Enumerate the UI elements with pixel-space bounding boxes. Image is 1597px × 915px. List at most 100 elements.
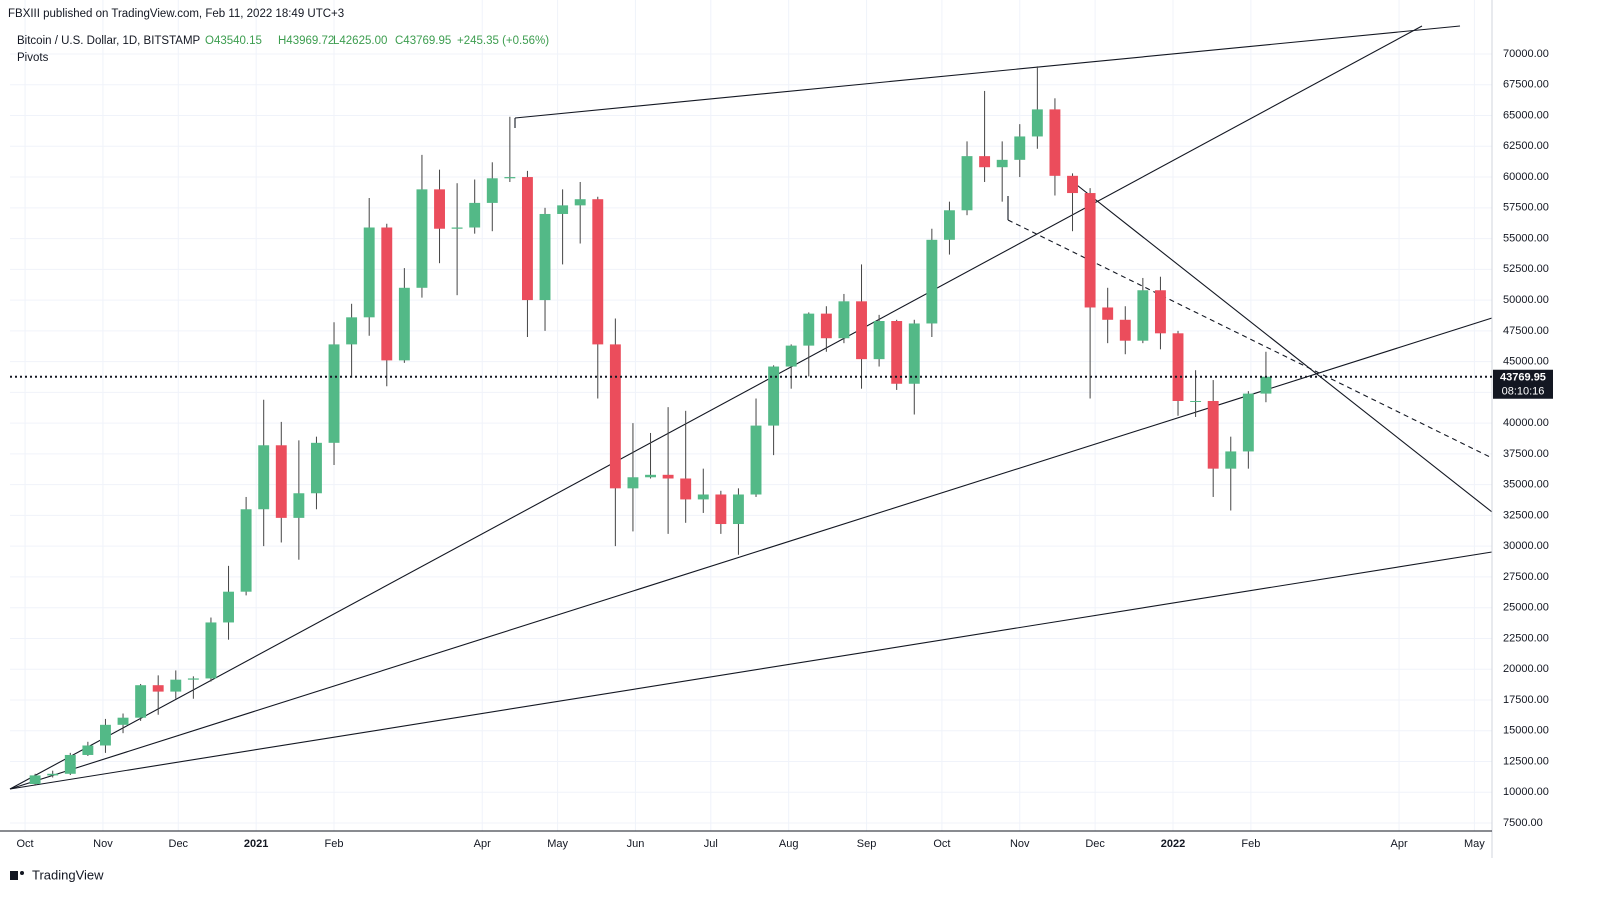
candle-body bbox=[557, 205, 569, 214]
candle-body bbox=[627, 477, 639, 489]
candle-body bbox=[293, 493, 305, 518]
candle-body bbox=[1049, 109, 1061, 176]
candle-body bbox=[609, 344, 621, 489]
candle-body bbox=[732, 494, 744, 525]
candle-body bbox=[1102, 307, 1114, 320]
candle-body bbox=[697, 494, 709, 500]
trend-line bbox=[9, 25, 1423, 790]
candle-body bbox=[504, 177, 516, 179]
candle-body bbox=[310, 442, 322, 494]
candle-body bbox=[328, 344, 340, 443]
symbol: Bitcoin / U.S. Dollar, 1D, BITSTAMP bbox=[17, 35, 201, 47]
candle-body bbox=[1119, 319, 1131, 341]
candle-body bbox=[205, 622, 217, 679]
candle-body bbox=[1190, 400, 1202, 402]
y-tick-label: 57500.00 bbox=[1503, 202, 1549, 214]
candle-body bbox=[680, 478, 692, 500]
candle-body bbox=[943, 210, 955, 240]
candle-body bbox=[521, 177, 533, 301]
candle-body bbox=[1172, 333, 1184, 401]
y-tick-label: 12500.00 bbox=[1503, 755, 1549, 767]
last-price-label: 43769.95 bbox=[1500, 372, 1546, 384]
candle-body bbox=[785, 345, 797, 367]
ohlc-high: H43969.72 bbox=[278, 35, 334, 47]
candle-body bbox=[908, 323, 920, 384]
candle-body bbox=[1207, 400, 1219, 469]
candle-body bbox=[996, 159, 1008, 168]
y-tick-label: 37500.00 bbox=[1503, 448, 1549, 460]
candle-body bbox=[873, 321, 885, 360]
candle-body bbox=[434, 189, 445, 229]
y-tick-label: 40000.00 bbox=[1503, 417, 1549, 429]
trend-line bbox=[514, 25, 1461, 119]
x-tick-label: Feb bbox=[325, 838, 344, 850]
candle-body bbox=[346, 317, 358, 345]
y-tick-label: 70000.00 bbox=[1503, 48, 1549, 60]
candle-body bbox=[645, 474, 656, 478]
indicator: Pivots bbox=[17, 52, 49, 64]
candle-body bbox=[1242, 393, 1254, 452]
y-tick-label: 22500.00 bbox=[1503, 632, 1549, 644]
drawings bbox=[9, 25, 1493, 790]
x-tick-label: Apr bbox=[1390, 838, 1407, 850]
candle-body bbox=[1031, 109, 1043, 137]
candle-body bbox=[750, 425, 762, 495]
y-tick-label: 55000.00 bbox=[1503, 232, 1549, 244]
trend-line bbox=[9, 551, 1493, 790]
y-tick-label: 25000.00 bbox=[1503, 602, 1549, 614]
y-tick-label: 10000.00 bbox=[1503, 786, 1549, 798]
candle-body bbox=[451, 227, 463, 229]
candle-body bbox=[820, 313, 832, 339]
x-tick-label: Feb bbox=[1241, 838, 1260, 850]
x-tick-label: Oct bbox=[17, 838, 34, 850]
grid bbox=[10, 0, 1492, 831]
countdown: 08:10:16 bbox=[1502, 386, 1545, 398]
candle-body bbox=[152, 685, 164, 692]
brand-name: TradingView bbox=[32, 867, 104, 882]
y-tick-label: 47500.00 bbox=[1503, 325, 1549, 337]
x-tick-label: Apr bbox=[474, 838, 491, 850]
y-tick-label: 20000.00 bbox=[1503, 663, 1549, 675]
candle-body bbox=[223, 591, 234, 623]
candle-body bbox=[170, 679, 182, 692]
x-tick-label: Aug bbox=[779, 838, 799, 850]
ohlc-low: L42625.00 bbox=[333, 35, 387, 47]
candle-body bbox=[1260, 376, 1272, 394]
candle-body bbox=[979, 156, 991, 168]
x-tick-label: Jul bbox=[704, 838, 718, 850]
x-tick-label: Jun bbox=[627, 838, 645, 850]
candle-body bbox=[1154, 290, 1166, 334]
x-tick-label: Dec bbox=[1085, 838, 1105, 850]
y-tick-label: 65000.00 bbox=[1503, 109, 1549, 121]
published-note: FBXIII published on TradingView.com, Feb… bbox=[8, 8, 344, 20]
candle-body bbox=[768, 366, 780, 426]
y-tick-label: 32500.00 bbox=[1503, 509, 1549, 521]
ohlc-open: O43540.15 bbox=[205, 35, 262, 47]
x-tick-label: Sep bbox=[857, 838, 877, 850]
candle-body bbox=[1084, 193, 1096, 308]
candle-body bbox=[592, 199, 604, 345]
candle-body bbox=[64, 754, 76, 774]
last-price-box bbox=[1493, 369, 1553, 399]
y-tick-label: 17500.00 bbox=[1503, 694, 1549, 706]
candle-body bbox=[891, 321, 903, 384]
logo-mark bbox=[20, 871, 24, 875]
candle-body bbox=[82, 745, 94, 755]
y-tick-label: 67500.00 bbox=[1503, 79, 1549, 91]
candle-body bbox=[47, 773, 59, 776]
candle-body bbox=[1014, 136, 1026, 160]
y-tick-label: 60000.00 bbox=[1503, 171, 1549, 183]
x-tick-label: Dec bbox=[169, 838, 189, 850]
candle-body bbox=[803, 313, 815, 346]
x-tick-label: Nov bbox=[93, 838, 113, 850]
candle-body bbox=[662, 474, 674, 479]
candle-body bbox=[29, 775, 41, 784]
candle-body bbox=[187, 678, 199, 680]
candle-body bbox=[856, 301, 867, 360]
y-tick-label: 52500.00 bbox=[1503, 263, 1549, 275]
x-tick-label: May bbox=[1464, 838, 1485, 850]
candles bbox=[29, 66, 1272, 786]
change: +245.35 (+0.56%) bbox=[457, 35, 549, 47]
